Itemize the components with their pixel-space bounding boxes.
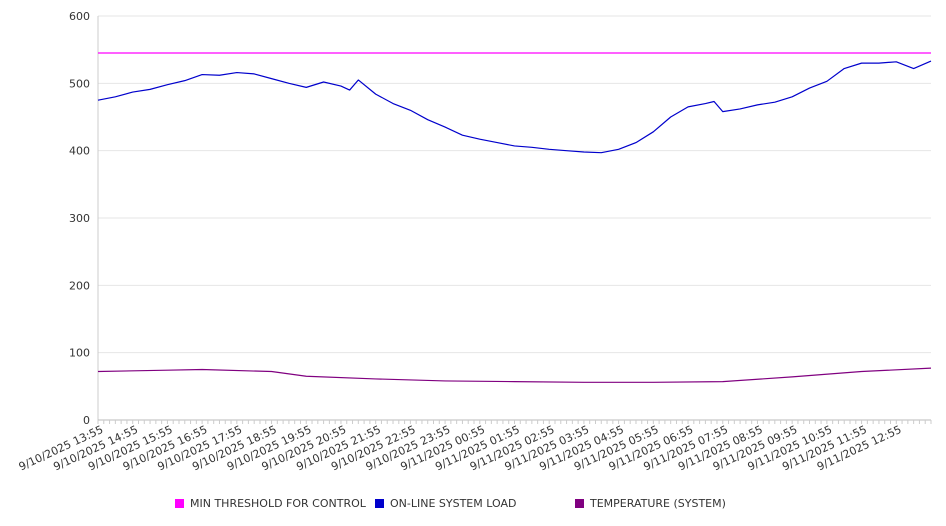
legend-item-temperature: TEMPERATURE (SYSTEM) — [575, 497, 726, 510]
y-tick-label-200: 200 — [69, 279, 90, 292]
legend-swatch-min-threshold — [175, 499, 184, 508]
legend-item-system-load: ON-LINE SYSTEM LOAD — [375, 497, 516, 510]
y-tick-label-300: 300 — [69, 212, 90, 225]
y-tick-label-400: 400 — [69, 145, 90, 158]
series-line-2 — [97, 367, 932, 383]
legend-label-min-threshold: MIN THRESHOLD FOR CONTROL — [190, 497, 366, 510]
y-tick-label-600: 600 — [69, 10, 90, 23]
y-tick-label-0: 0 — [83, 414, 90, 427]
legend-swatch-system-load — [375, 499, 384, 508]
legend-swatch-temperature — [575, 499, 584, 508]
legend-label-system-load: ON-LINE SYSTEM LOAD — [390, 497, 517, 510]
grid — [98, 15, 931, 354]
y-tick-label-100: 100 — [69, 347, 90, 360]
legend-label-temperature: TEMPERATURE (SYSTEM) — [590, 497, 726, 510]
y-tick-label-500: 500 — [69, 77, 90, 90]
legend-item-min-threshold: MIN THRESHOLD FOR CONTROL — [175, 497, 366, 510]
series-line-1 — [97, 60, 932, 154]
series — [97, 52, 932, 383]
legend: MIN THRESHOLD FOR CONTROL ON-LINE SYSTEM… — [0, 497, 946, 515]
